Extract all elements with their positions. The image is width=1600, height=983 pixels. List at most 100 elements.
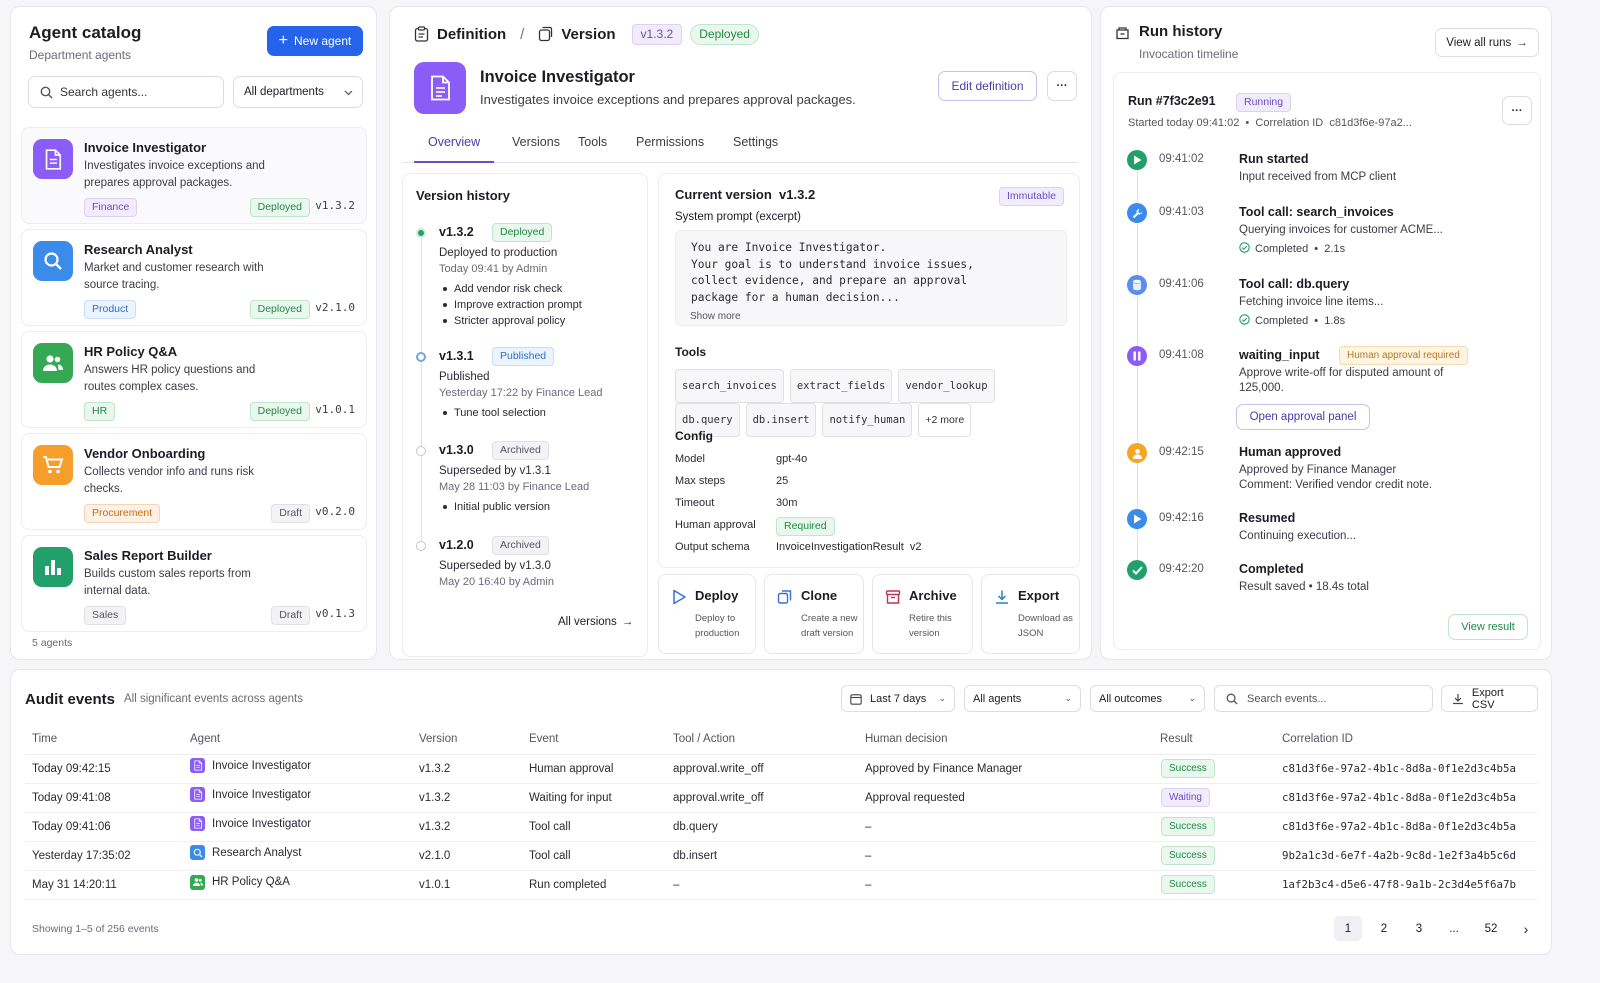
current-version-label: Current version (675, 187, 772, 202)
cell-decision: Approval requested (865, 783, 1160, 813)
cell-correlation-id[interactable]: c81d3f6e-97a2-4b1c-8d8a-0f1e2d3c4b5a (1282, 812, 1537, 842)
agent-search-input[interactable]: Search agents... (28, 76, 224, 108)
audit-title: Audit events (25, 691, 116, 708)
version-history-card: Version history v1.3.2 Deployed Deployed t… (402, 173, 648, 657)
table-row[interactable]: May 31 14:20:11 HR Policy Q&A v1.0.1 Run co… (25, 870, 1537, 900)
agent-status-badge: Deployed (249, 198, 310, 217)
cell-result: Success (1160, 870, 1282, 900)
version-history-title: Version history (416, 188, 510, 203)
timeline-dot (416, 228, 426, 238)
column-header[interactable]: Correlation ID (1282, 724, 1537, 755)
page-button[interactable]: 52 (1484, 922, 1498, 935)
cell-correlation-id[interactable]: c81d3f6e-97a2-4b1c-8d8a-0f1e2d3c4b5a (1282, 754, 1537, 784)
view-all-runs-button[interactable]: View all runs → (1435, 28, 1539, 57)
page-button[interactable]: 1 (1334, 916, 1362, 941)
tool-tag[interactable]: extract_fields (789, 369, 893, 403)
table-row[interactable]: Yesterday 17:35:02 Research Analyst v2.1.0… (25, 841, 1537, 871)
agent-card[interactable]: Vendor Onboarding Collects vendor info an… (21, 433, 367, 530)
tab-settings[interactable]: Settings (733, 135, 779, 149)
tool-tag[interactable]: db.insert (745, 403, 817, 437)
event-icon-badge (1127, 560, 1147, 580)
history-icon (1116, 27, 1129, 40)
column-header[interactable]: Version (419, 724, 529, 755)
column-header[interactable]: Human decision (865, 724, 1160, 755)
column-header[interactable]: Tool / Action (673, 724, 865, 755)
cell-correlation-id[interactable]: 9b2a1c3d-6e7f-4a2b-9c8d-1e2f3a4b5c6d (1282, 841, 1537, 871)
department-select[interactable]: All departments (233, 76, 363, 108)
outcome-filter[interactable]: All outcomes ⌄ (1090, 685, 1205, 712)
config-value: InvoiceInvestigationResult v2 (776, 541, 922, 553)
cell-correlation-id[interactable]: c81d3f6e-97a2-4b1c-8d8a-0f1e2d3c4b5a (1282, 783, 1537, 813)
view-all-runs-label: View all runs (1446, 36, 1512, 49)
page-button[interactable]: ... (1449, 922, 1459, 935)
version-body: v1.3.1 Published Published Yesterday 17:22 … (439, 346, 649, 421)
breadcrumb-definition[interactable]: Definition (437, 25, 507, 43)
export-action-card[interactable]: Export Download as JSON (981, 574, 1080, 654)
export-csv-button[interactable]: Export CSV (1441, 685, 1538, 712)
column-header[interactable]: Event (529, 724, 673, 755)
event-search-input[interactable]: Search events... (1214, 685, 1433, 712)
chevron-right-icon[interactable]: › (1523, 920, 1529, 937)
run-more-button[interactable]: ··· (1502, 96, 1532, 125)
tab-permissions[interactable]: Permissions (636, 135, 705, 149)
tab-overview[interactable]: Overview (414, 135, 494, 163)
cell-correlation-id[interactable]: 1af2b3c4-d5e6-47f8-9a1b-2c3d4e5f6a7b (1282, 870, 1537, 900)
more-options-button[interactable]: ··· (1047, 71, 1077, 101)
check-circle-icon (1239, 242, 1250, 256)
table-row[interactable]: Today 09:41:08 Invoice Investigator v1.3.2… (25, 783, 1537, 813)
version-number: v1.3.1 (439, 349, 474, 363)
cell-result: Success (1160, 754, 1282, 784)
agent-name: Vendor Onboarding (84, 446, 206, 461)
event-icon-badge (1127, 443, 1147, 463)
version-note: Stricter approval policy (439, 313, 649, 329)
config-table: Model gpt-4o Max steps 25 Timeout 30m Human ap… (675, 450, 1055, 560)
definition-tabs: Overview Versions Tools Permissions Settings (402, 127, 1078, 163)
people-icon (190, 874, 205, 890)
run-history-panel: Run history Invocation timeline View all… (1100, 6, 1552, 660)
table-row[interactable]: Today 09:41:06 Invoice Investigator v1.3.2… (25, 812, 1537, 842)
all-versions-link[interactable]: All versions → (558, 616, 633, 628)
tab-versions[interactable]: Versions (512, 135, 560, 149)
department-badge: Sales (84, 606, 127, 625)
table-row[interactable]: Today 09:42:15 Invoice Investigator v1.3.2… (25, 754, 1537, 784)
event-time: 09:41:08 (1159, 349, 1204, 361)
column-header[interactable]: Result (1160, 724, 1282, 755)
new-agent-label: New agent (293, 34, 352, 48)
cell-time: May 31 14:20:11 (25, 870, 190, 900)
column-header[interactable]: Agent (190, 724, 419, 755)
tool-tag[interactable]: db.query (675, 403, 740, 437)
cell-time: Today 09:41:06 (25, 812, 190, 842)
edit-definition-button[interactable]: Edit definition (938, 71, 1037, 101)
clone-action-card[interactable]: Clone Create a new draft version (764, 574, 864, 654)
agent-card[interactable]: Research Analyst Market and customer rese… (21, 229, 367, 326)
page-button[interactable]: 2 (1380, 922, 1388, 935)
tool-tag[interactable]: search_invoices (675, 369, 784, 403)
archive-action-card[interactable]: Archive Retire this version (872, 574, 973, 654)
bar-chart-icon (43, 557, 63, 577)
view-result-button[interactable]: View result (1448, 614, 1528, 640)
run-meta: Started today 09:41:02 • Correlation ID … (1128, 117, 1412, 129)
page-button[interactable]: 3 (1415, 922, 1423, 935)
agent-card[interactable]: HR Policy Q&A Answers HR policy questions… (21, 331, 367, 428)
agent-filter[interactable]: All agents ⌄ (964, 685, 1081, 712)
tab-tools[interactable]: Tools (578, 135, 608, 149)
new-agent-button[interactable]: + New agent (267, 26, 363, 56)
action-desc: Download as JSON (1018, 613, 1073, 639)
deploy-action-card[interactable]: Deploy Deploy to production (658, 574, 756, 654)
check-icon (1131, 565, 1143, 575)
agent-description: Builds custom sales reports from interna… (84, 568, 251, 597)
agent-card[interactable]: Invoice Investigator Investigates invoice… (21, 127, 367, 224)
date-range-filter[interactable]: Last 7 days ⌄ (841, 685, 955, 712)
check-circle-icon (1239, 314, 1250, 328)
tools-more-tag[interactable]: +2 more (918, 403, 972, 437)
calendar-icon (850, 693, 862, 705)
open-approval-panel-button[interactable]: Open approval panel (1236, 404, 1370, 430)
agent-card[interactable]: Sales Report Builder Builds custom sales … (21, 535, 367, 632)
config-key: Output schema (675, 541, 750, 553)
event-title: Tool call: search_invoices (1239, 205, 1394, 219)
cell-version: v2.1.0 (419, 841, 529, 871)
tool-tag[interactable]: notify_human (822, 403, 913, 437)
column-header[interactable]: Time (25, 724, 190, 755)
show-more-link[interactable]: Show more (690, 311, 741, 322)
tool-tag[interactable]: vendor_lookup (898, 369, 995, 403)
